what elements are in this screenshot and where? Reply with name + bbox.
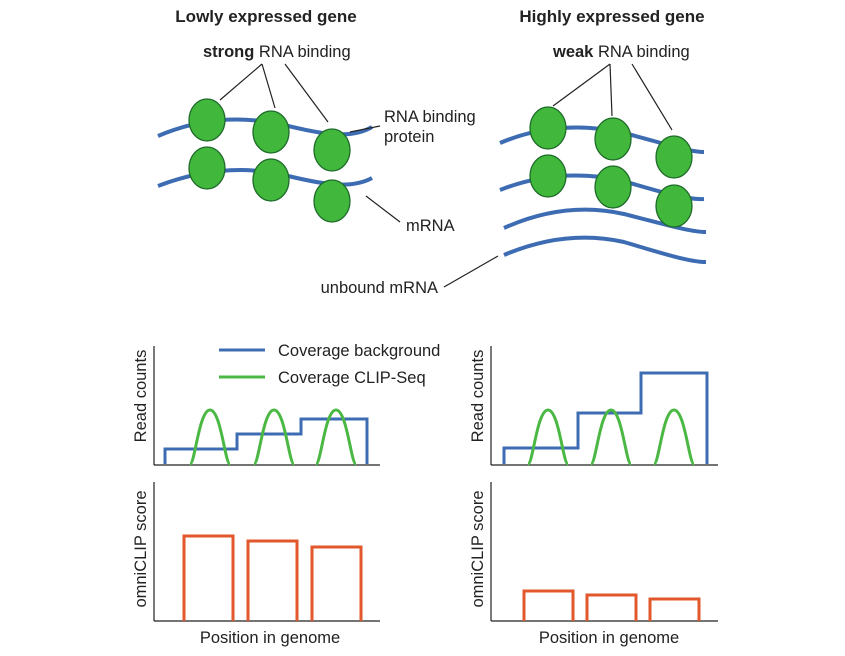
left-score-label: omniCLIP score [132,490,150,607]
left-read-counts-label: Read counts [132,350,150,443]
protein-pointer-line [349,125,381,133]
left-background-coverage-step [163,417,369,464]
left-clip-peak [252,408,296,466]
right-read-counts-label: Read counts [469,350,487,443]
right-panel-title: Highly expressed gene [519,7,704,26]
score-bar [246,539,299,621]
right-clip-peak [652,408,696,466]
protein-label-line2: protein [384,128,434,146]
protein-icon [252,110,290,154]
right-binding-strength: weak [552,43,594,61]
left-score-bars [182,534,363,621]
protein-label-line1: RNA binding [384,108,476,126]
right-score-bars [522,589,701,621]
protein-icon [655,135,693,179]
left-pointer-line-3 [284,63,329,123]
score-bar [310,545,363,621]
mrna-pointer-line [365,195,401,223]
protein-icon [529,154,567,198]
right-position-label: Position in genome [539,629,679,647]
right-pointer-line-2 [609,63,613,117]
right-pointer-line-3 [631,63,673,131]
right-clip-peak [589,408,633,466]
score-bar [648,597,701,621]
left-pointer-line-1 [219,63,263,101]
right-binding-label: weak RNA binding [552,43,690,61]
unbound-pointer-line [443,255,499,288]
protein-icon [594,117,632,161]
score-bar [522,589,575,621]
left-binding-strength: strong [203,43,254,61]
protein-icon [252,158,290,202]
right-clip-peak [526,408,570,466]
left-pointer-line-2 [261,63,276,109]
right-binding-rest: RNA binding [593,43,689,61]
left-binding-rest: RNA binding [254,43,350,61]
protein-icon [313,179,351,223]
unbound-mrna-strand-2 [503,235,707,264]
legend-background-label: Coverage background [278,342,440,360]
left-position-label: Position in genome [200,629,340,647]
unbound-mrna-strand-1 [503,207,707,234]
right-background-coverage-step [502,371,709,464]
right-score-label: omniCLIP score [469,490,487,607]
left-clip-peak [314,408,358,466]
left-panel-title: Lowly expressed gene [175,7,356,26]
left-binding-label: strong RNA binding [203,43,351,61]
right-pointer-line-1 [552,63,611,107]
score-bar [585,593,638,621]
protein-icon [188,146,226,190]
protein-icon [594,165,632,209]
protein-icon [313,128,351,172]
protein-icon [188,98,226,142]
left-clip-peak [188,408,232,466]
protein-icon [655,184,693,228]
mrna-label: mRNA [406,217,455,235]
unbound-mrna-label: unbound mRNA [321,279,438,297]
protein-icon [529,106,567,150]
legend-clip-label: Coverage CLIP-Seq [278,369,426,387]
score-bar [182,534,235,621]
